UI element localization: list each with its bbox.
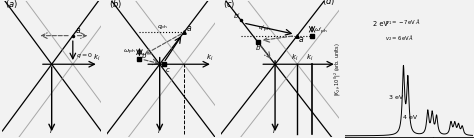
Text: 3 eV: 3 eV <box>389 95 403 100</box>
Text: $c$: $c$ <box>164 66 170 74</box>
Text: $i$: $i$ <box>49 124 53 135</box>
Text: 2 eV: 2 eV <box>373 21 388 27</box>
Text: $b'$: $b'$ <box>233 11 241 21</box>
Text: $a$: $a$ <box>75 26 81 35</box>
Text: $q_{\rm ph}$: $q_{\rm ph}$ <box>157 23 168 33</box>
Text: $k_i$: $k_i$ <box>306 53 313 63</box>
Text: $a$: $a$ <box>298 35 304 44</box>
Text: $i$: $i$ <box>272 124 276 135</box>
Text: $b$: $b$ <box>141 51 147 60</box>
Text: $(a)$: $(a)$ <box>5 0 18 10</box>
Text: $(c)$: $(c)$ <box>223 0 236 10</box>
Text: $v_2=6\,\mathrm{eV}\,\AA$: $v_2=6\,\mathrm{eV}\,\AA$ <box>384 34 414 43</box>
Text: $k_i$: $k_i$ <box>291 53 298 63</box>
Text: $\omega'_{\rm ph}$: $\omega'_{\rm ph}$ <box>314 26 328 37</box>
Text: $\omega_{\rm ph}$: $\omega_{\rm ph}$ <box>123 47 135 57</box>
Y-axis label: $|K_{2f},10^0|^2$ (arb. units): $|K_{2f},10^0|^2$ (arb. units) <box>333 42 344 96</box>
Text: $k_i$: $k_i$ <box>93 53 100 63</box>
Text: $b$: $b$ <box>255 43 262 52</box>
Text: $(b)$: $(b)$ <box>109 0 122 10</box>
Text: $(d)$: $(d)$ <box>322 0 335 7</box>
Text: $a$: $a$ <box>186 24 192 33</box>
Text: $k_i$: $k_i$ <box>206 53 213 63</box>
Text: $v_1=-7\,\mathrm{eV}\,\AA$: $v_1=-7\,\mathrm{eV}\,\AA$ <box>384 17 420 27</box>
Text: $q=0$: $q=0$ <box>76 51 93 60</box>
Text: $q'_{\rm ph}$: $q'_{\rm ph}$ <box>258 24 271 35</box>
Text: 4 eV: 4 eV <box>403 116 417 120</box>
Text: $i$: $i$ <box>157 124 161 135</box>
